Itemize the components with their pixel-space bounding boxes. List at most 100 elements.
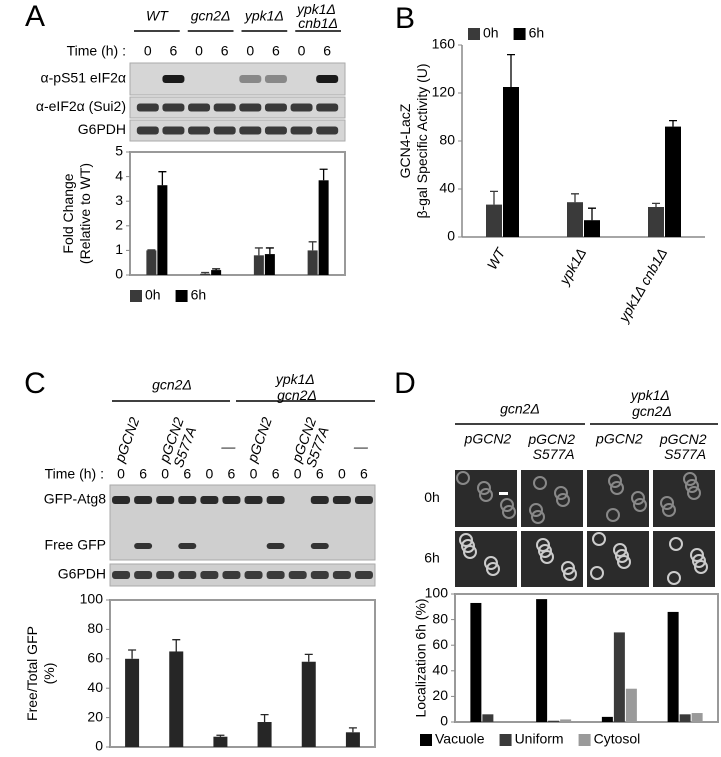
- blot-band: [112, 571, 131, 579]
- error-bar: [588, 207, 596, 221]
- y-tick-label: 80: [87, 620, 103, 636]
- blot-band: [213, 103, 236, 112]
- y-tick-label: 60: [432, 636, 448, 652]
- error-bar: [507, 53, 515, 87]
- category-label: pGCN2: [464, 431, 512, 447]
- cell: [610, 481, 624, 495]
- error-bar: [571, 193, 579, 203]
- cell: [667, 571, 681, 585]
- blot-band: [354, 571, 373, 579]
- bar: [584, 220, 600, 237]
- blot-band: [239, 126, 262, 135]
- lane-time: 0: [246, 43, 254, 59]
- y-axis-label: β-gal Specific Activity (U): [414, 63, 430, 218]
- micrograph: [521, 470, 583, 527]
- lane-time: 0: [144, 43, 152, 59]
- category-label: ypk1Δ: [244, 8, 284, 24]
- cell: [690, 548, 704, 562]
- legend-swatch: [499, 734, 512, 746]
- blot-band: [134, 496, 153, 504]
- cell: [456, 471, 470, 485]
- blot-band: [332, 496, 351, 504]
- y-axis-label: Localization 6h (%): [413, 598, 429, 717]
- legend-swatch: [513, 28, 526, 40]
- error-bar: [201, 271, 210, 274]
- blot-strip: [129, 96, 346, 119]
- blot-row-label: GFP-Atg8: [44, 491, 106, 507]
- cell: [633, 498, 647, 512]
- blot-band: [222, 496, 241, 504]
- bar: [146, 250, 157, 275]
- blot-band: [290, 126, 313, 135]
- lane-time: 6: [183, 466, 191, 482]
- y-tick-label: 5: [115, 143, 123, 159]
- category-label: —: [220, 439, 236, 455]
- y-tick-label: 1: [115, 241, 123, 257]
- error-bar: [216, 734, 225, 737]
- y-tick-label: 0: [440, 713, 448, 729]
- y-tick-label: 160: [432, 36, 456, 52]
- y-axis-label: (%): [41, 663, 57, 685]
- cell: [683, 472, 697, 486]
- lane-time: 6: [360, 466, 368, 482]
- cell: [531, 510, 545, 524]
- y-tick-label: 2: [115, 217, 123, 233]
- category-label: WT: [484, 244, 509, 272]
- lane-time: 0: [294, 466, 302, 482]
- blot-band: [222, 571, 241, 579]
- y-tick-label: 100: [80, 591, 104, 607]
- cell: [615, 549, 629, 563]
- blot-row-label: G6PDH: [78, 121, 126, 137]
- category-label: —: [353, 439, 369, 455]
- scale-bar: [499, 492, 508, 495]
- lane-time: 6: [139, 466, 147, 482]
- cell: [461, 539, 475, 553]
- panel-label: B: [395, 2, 415, 35]
- lane-time: 0: [195, 43, 203, 59]
- error-bar: [260, 714, 269, 723]
- lane-time: 0: [338, 466, 346, 482]
- bar: [301, 661, 316, 747]
- y-tick-label: 40: [432, 662, 448, 678]
- bar: [667, 611, 679, 722]
- category-label: pGCN2 S577A: [155, 411, 202, 470]
- blot-band: [310, 543, 329, 549]
- blot-band: [239, 75, 262, 83]
- blot-band: [136, 103, 159, 112]
- error-bar: [490, 190, 498, 205]
- legend-label: Uniform: [515, 731, 564, 747]
- panel-label: C: [24, 367, 46, 400]
- blot-band: [310, 571, 329, 579]
- cell: [669, 537, 683, 551]
- bar: [213, 736, 228, 747]
- y-tick-label: 20: [432, 687, 448, 703]
- y-tick-label: 40: [439, 180, 455, 196]
- lane-time: 0: [161, 466, 169, 482]
- cell: [459, 533, 473, 547]
- group-label: ypk1Δ gcn2Δ: [630, 387, 673, 419]
- image-row-label: 6h: [424, 550, 440, 566]
- blot-band: [244, 571, 263, 579]
- cell: [606, 508, 620, 522]
- category-label: pGCN2 S577A: [288, 411, 335, 470]
- cell: [617, 555, 631, 569]
- y-tick-label: 40: [87, 679, 103, 695]
- bar: [125, 658, 140, 747]
- category-label: ypk1Δ cnb1Δ: [296, 1, 339, 31]
- panel-label: D: [394, 367, 416, 400]
- blot-band: [316, 126, 339, 135]
- category-label: ypk1Δ: [555, 245, 589, 288]
- cell: [554, 486, 568, 500]
- bar: [264, 254, 275, 275]
- blot-band: [354, 496, 373, 504]
- bar: [648, 207, 664, 237]
- cell: [590, 566, 604, 580]
- cell: [608, 474, 622, 488]
- time-label: Time (h) :: [45, 466, 104, 482]
- blot-band: [188, 103, 211, 112]
- legend-swatch: [468, 28, 480, 40]
- error-bar: [212, 268, 221, 271]
- bar: [211, 270, 222, 275]
- legend-label: Vacuole: [435, 731, 485, 747]
- blot-band: [162, 103, 185, 112]
